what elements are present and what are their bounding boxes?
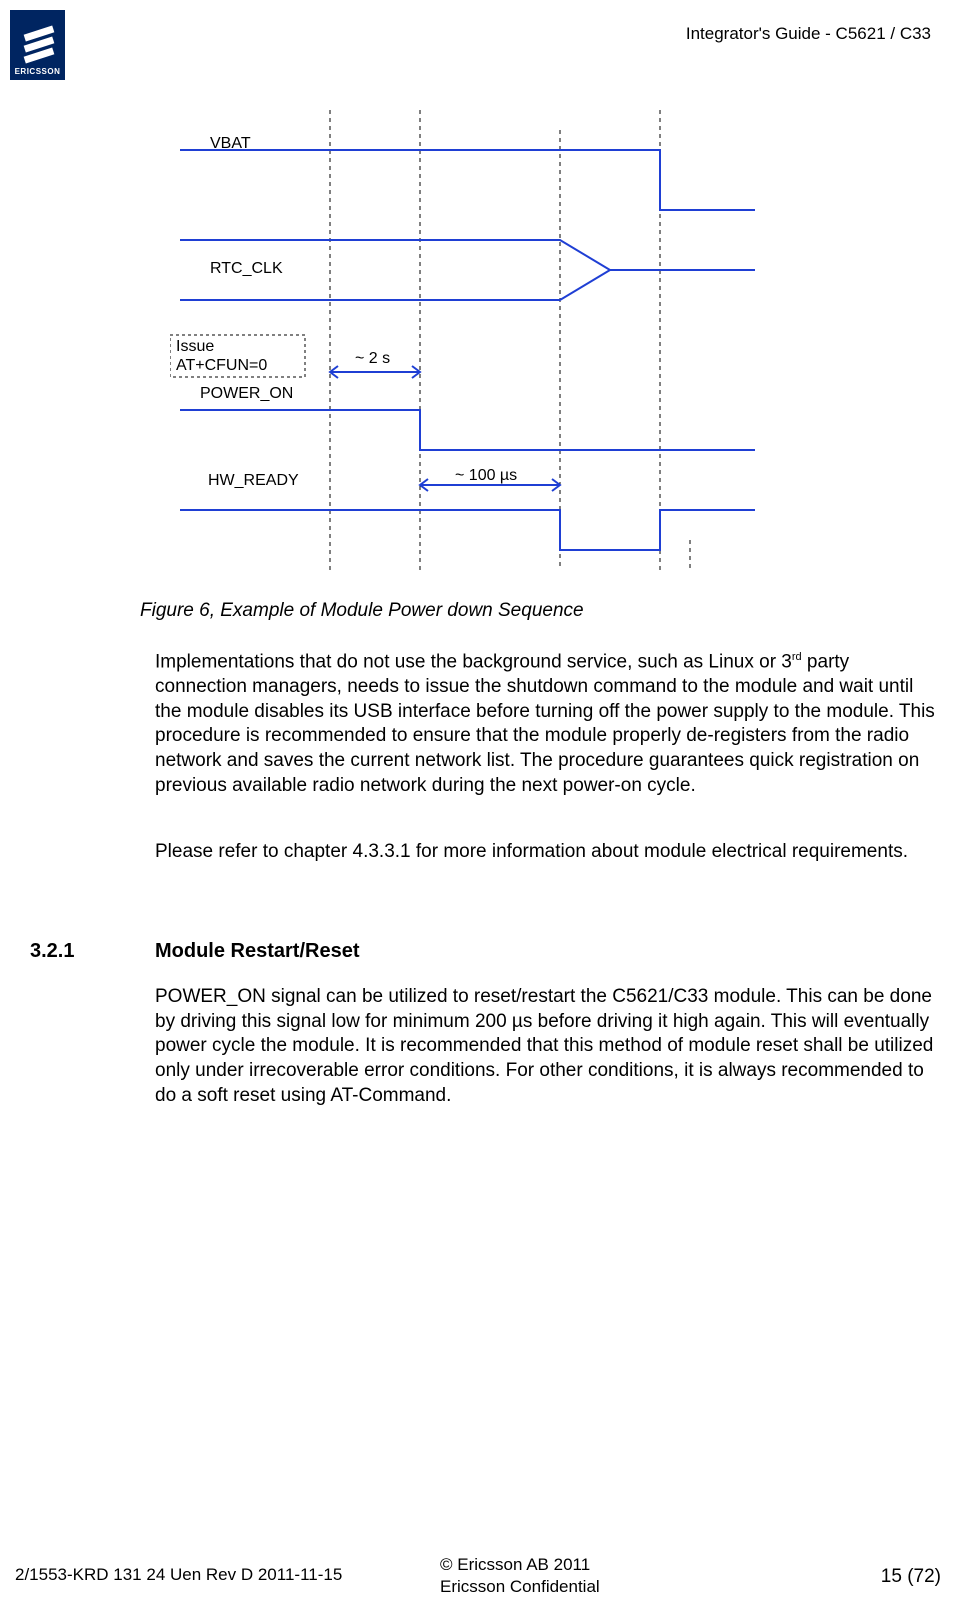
timing-diagram: VBAT RTC_CLK Issue AT+CFUN=0 ~ 2 s POWER… bbox=[170, 110, 760, 580]
delay-100us-label: ~ 100 µs bbox=[455, 467, 517, 485]
paragraph-2: Please refer to chapter 4.3.3.1 for more… bbox=[155, 840, 935, 865]
footer-copyright: © Ericsson AB 2011 Ericsson Confidential bbox=[440, 1554, 600, 1598]
delay-2s-label: ~ 2 s bbox=[355, 350, 390, 368]
paragraph-3: POWER_ON signal can be utilized to reset… bbox=[155, 985, 935, 1108]
p1-sup: rd bbox=[792, 651, 802, 663]
ericsson-stripes-icon bbox=[22, 27, 54, 61]
section-heading-row: 3.2.1 Module Restart/Reset bbox=[30, 940, 930, 963]
signal-label-rtc-clk: RTC_CLK bbox=[210, 260, 283, 278]
logo-brand-text: ERICSSON bbox=[15, 67, 61, 76]
footer-center-line1: © Ericsson AB 2011 bbox=[440, 1555, 590, 1574]
signal-label-hw-ready: HW_READY bbox=[208, 472, 299, 490]
figure-caption: Figure 6, Example of Module Power down S… bbox=[140, 600, 584, 622]
paragraph-1: Implementations that do not use the back… bbox=[155, 650, 935, 798]
signal-label-power-on: POWER_ON bbox=[200, 385, 293, 403]
signal-label-vbat: VBAT bbox=[210, 135, 251, 153]
issue-cmd-line1: Issue bbox=[176, 338, 214, 355]
p1-post: party connection managers, needs to issu… bbox=[155, 651, 935, 795]
footer-page-number: 15 (72) bbox=[881, 1566, 941, 1588]
footer-doc-id: 2/1553-KRD 131 24 Uen Rev D 2011-11-15 bbox=[15, 1565, 342, 1585]
doc-header-title: Integrator's Guide - C5621 / C33 bbox=[686, 24, 931, 44]
footer-center-line2: Ericsson Confidential bbox=[440, 1577, 600, 1596]
p1-pre: Implementations that do not use the back… bbox=[155, 651, 792, 672]
ericsson-logo: ERICSSON bbox=[10, 10, 65, 80]
section-number: 3.2.1 bbox=[30, 940, 155, 963]
issue-cmd-line2: AT+CFUN=0 bbox=[176, 357, 267, 374]
section-title: Module Restart/Reset bbox=[155, 940, 360, 963]
issue-cmd-box: Issue AT+CFUN=0 bbox=[176, 337, 267, 375]
